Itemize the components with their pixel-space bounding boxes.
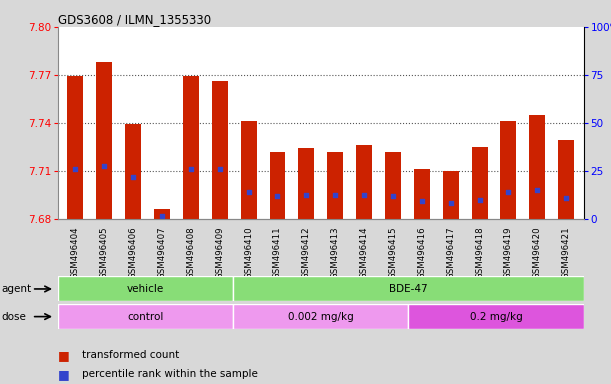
Point (128, 174, 138, 180)
Text: control: control (128, 311, 164, 322)
Bar (154, 209, 170, 219)
Point (417, 198, 426, 204)
Bar (472, 147, 488, 219)
Text: GSM496408: GSM496408 (186, 227, 196, 279)
Point (157, 213, 167, 219)
Bar (233, 276, 584, 301)
Bar (269, 152, 285, 219)
Point (70, 166, 80, 172)
Bar (58, 304, 233, 329)
Bar (356, 145, 372, 219)
Text: 0.002 mg/kg: 0.002 mg/kg (288, 311, 354, 322)
Text: GSM496421: GSM496421 (562, 227, 571, 279)
Bar (58, 276, 233, 301)
Text: GSM496416: GSM496416 (417, 227, 426, 279)
Text: agent: agent (1, 284, 31, 294)
Text: percentile rank within the sample: percentile rank within the sample (82, 369, 258, 379)
Point (359, 192, 369, 198)
Text: GSM496411: GSM496411 (273, 227, 282, 279)
Text: BDE-47: BDE-47 (389, 284, 428, 294)
Point (475, 197, 485, 203)
Point (388, 194, 398, 200)
Point (215, 166, 225, 172)
Text: vehicle: vehicle (127, 284, 164, 294)
Text: GSM496418: GSM496418 (475, 227, 484, 279)
Text: transformed count: transformed count (82, 350, 180, 360)
Bar (125, 124, 141, 219)
Bar (241, 121, 257, 219)
Point (503, 189, 513, 195)
Text: GSM496405: GSM496405 (100, 227, 109, 279)
Point (562, 195, 571, 201)
Text: dose: dose (1, 311, 26, 322)
Bar (414, 169, 430, 219)
Bar (97, 62, 112, 219)
Text: GSM496415: GSM496415 (389, 227, 397, 279)
Text: GSM496404: GSM496404 (71, 227, 80, 279)
Bar (558, 141, 574, 219)
Text: GSM496410: GSM496410 (244, 227, 253, 279)
Text: GSM496413: GSM496413 (331, 227, 340, 279)
Text: GSM496420: GSM496420 (533, 227, 542, 279)
Point (532, 187, 542, 193)
Bar (233, 304, 408, 329)
Point (244, 189, 254, 195)
Text: ■: ■ (58, 349, 70, 362)
Bar (500, 121, 516, 219)
Point (186, 166, 196, 172)
Text: GDS3608 / ILMN_1355330: GDS3608 / ILMN_1355330 (58, 13, 211, 26)
Text: GSM496407: GSM496407 (158, 227, 166, 279)
Text: GSM496417: GSM496417 (446, 227, 455, 279)
Bar (298, 149, 314, 219)
Text: GSM496409: GSM496409 (215, 227, 224, 279)
Text: GSM496412: GSM496412 (302, 227, 311, 279)
Text: GSM496419: GSM496419 (504, 227, 513, 279)
Bar (183, 76, 199, 219)
Bar (443, 171, 459, 219)
Bar (67, 76, 83, 219)
Point (446, 200, 456, 206)
Point (331, 192, 340, 198)
Bar (408, 304, 584, 329)
Point (273, 194, 282, 200)
Text: ■: ■ (58, 368, 70, 381)
Bar (212, 81, 228, 219)
Text: 0.2 mg/kg: 0.2 mg/kg (469, 311, 522, 322)
Text: GSM496414: GSM496414 (360, 227, 368, 279)
Text: GSM496406: GSM496406 (128, 227, 137, 279)
Point (301, 192, 311, 198)
Bar (327, 152, 343, 219)
Bar (529, 115, 545, 219)
Point (100, 163, 109, 169)
Bar (385, 152, 401, 219)
